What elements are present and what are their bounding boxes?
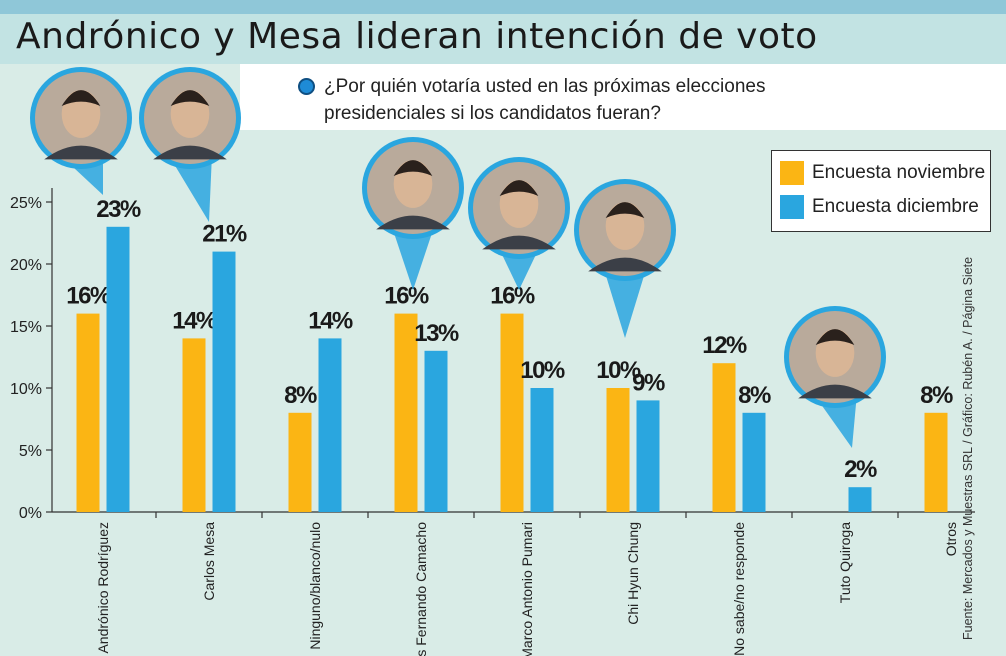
hair-shape [815, 329, 855, 345]
category-label: Luis Fernando Camacho [413, 522, 429, 656]
bar-diciembre [212, 251, 236, 512]
bar-noviembre [394, 313, 418, 512]
legend: Encuesta noviembre Encuesta diciembre [771, 150, 991, 232]
bar-noviembre [500, 313, 524, 512]
data-label: 10% [520, 357, 565, 384]
survey-question: ¿Por quién votaría usted en las próximas… [324, 76, 766, 124]
bar-diciembre [106, 226, 130, 513]
photo-pointer [168, 154, 212, 222]
bar-noviembre [606, 388, 630, 512]
bar-diciembre [636, 400, 660, 512]
y-tick-label: 20% [10, 257, 42, 274]
category-label: Andrónico Rodríguez [95, 522, 111, 654]
data-label: 8% [284, 382, 317, 409]
data-label: 9% [632, 369, 665, 396]
data-label: 8% [920, 382, 953, 409]
top-accent-bar [0, 0, 1006, 14]
legend-label-diciembre: Encuesta diciembre [812, 196, 979, 217]
shoulders-shape [798, 384, 872, 399]
bar-diciembre [424, 350, 448, 512]
data-label: 8% [738, 382, 771, 409]
legend-label-noviembre: Encuesta noviembre [812, 162, 986, 183]
y-tick-label: 0% [19, 505, 42, 522]
shoulders-shape [588, 257, 662, 272]
shoulders-shape [376, 215, 450, 230]
photo-pointer [603, 266, 647, 338]
bar-diciembre [318, 338, 342, 512]
category-label: Marco Antonio Pumari [519, 522, 535, 656]
bar-noviembre [288, 412, 312, 512]
y-tick-label: 25% [10, 195, 42, 212]
data-label: 14% [308, 307, 353, 334]
bar-diciembre [848, 487, 872, 512]
bar-diciembre [530, 388, 554, 512]
bar-noviembre [76, 313, 100, 512]
legend-swatch-noviembre [780, 161, 804, 185]
data-label: 10% [596, 357, 641, 384]
data-label: 16% [384, 283, 429, 310]
category-label: Tuto Quiroga [837, 522, 853, 603]
data-label: 13% [414, 320, 459, 347]
hair-shape [170, 90, 210, 106]
data-label: 2% [844, 456, 877, 483]
data-label: 21% [202, 221, 247, 248]
hair-shape [393, 160, 433, 176]
data-label: 23% [96, 196, 141, 223]
title-band [0, 14, 1006, 64]
legend-swatch-diciembre [780, 195, 804, 219]
bar-noviembre [712, 363, 736, 512]
data-label: 12% [702, 332, 747, 359]
category-label: Ninguno/blanco/nulo [307, 522, 323, 650]
category-label: Carlos Mesa [201, 522, 217, 601]
hair-shape [499, 180, 539, 196]
category-label: Chi Hyun Chung [625, 522, 641, 625]
shoulders-shape [482, 235, 556, 250]
y-tick-label: 5% [19, 443, 42, 460]
y-tick-label: 10% [10, 381, 42, 398]
category-label: Otros [943, 522, 959, 556]
bullet-icon [298, 78, 315, 95]
chart-title: Andrónico y Mesa lideran intención de vo… [16, 16, 818, 57]
shoulders-shape [44, 145, 118, 160]
data-label: 16% [490, 283, 535, 310]
data-label: 14% [172, 307, 217, 334]
data-label: 16% [66, 283, 111, 310]
bar-diciembre [742, 412, 766, 512]
y-tick-label: 15% [10, 319, 42, 336]
photo-pointer [391, 224, 435, 290]
hair-shape [61, 90, 101, 106]
bar-noviembre [182, 338, 206, 512]
hair-shape [605, 202, 645, 218]
shoulders-shape [153, 145, 227, 160]
category-label: No sabe/no responde [731, 522, 747, 656]
question-box [240, 64, 1006, 130]
bar-noviembre [924, 412, 948, 512]
source-text: Fuente: Mercados y Muestras SRL / Gráfic… [961, 256, 975, 640]
